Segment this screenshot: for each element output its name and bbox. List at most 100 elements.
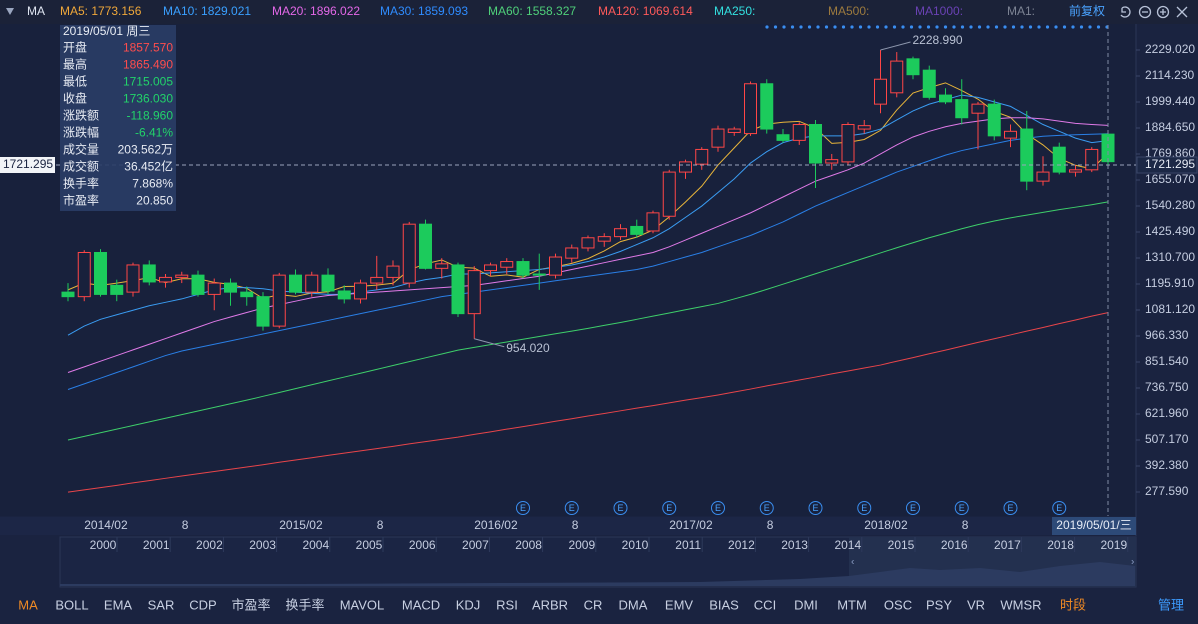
indicator-tab[interactable]: KDJ [456, 597, 481, 612]
event-marker[interactable] [1052, 501, 1067, 515]
dot [1062, 25, 1067, 29]
indicator-tab[interactable]: 时段 [1060, 597, 1086, 612]
event-marker[interactable] [662, 501, 677, 515]
close-icon[interactable] [1176, 6, 1188, 18]
zoom-in-icon[interactable] [1156, 5, 1170, 19]
toolbar-icons [1120, 5, 1188, 19]
indicator-tab[interactable]: SAR [148, 597, 175, 612]
dot [1045, 25, 1050, 29]
event-marker[interactable] [906, 501, 920, 515]
zoom-out-icon[interactable] [1138, 5, 1152, 19]
dot [935, 25, 939, 29]
indicator-tab[interactable]: CCI [754, 597, 776, 612]
min-label: 954.020 [506, 341, 550, 355]
info-label: 收盘 [63, 91, 87, 106]
menu-arrow[interactable] [6, 8, 14, 15]
indicator-tab[interactable]: DMI [794, 597, 818, 612]
navigator-year: 2018 [1047, 538, 1074, 552]
dot [969, 25, 973, 29]
x-tick-label: 2018/02 [864, 518, 908, 532]
x-tick-label: 8 [377, 518, 384, 532]
candle-body [841, 124, 855, 163]
navigator-handle[interactable]: › [1131, 557, 1134, 568]
candle-body [94, 251, 107, 295]
candle-body [370, 276, 384, 284]
event-marker[interactable] [759, 501, 774, 515]
x-tick-label: 8 [767, 518, 774, 532]
dot [1003, 25, 1007, 29]
y-tick-label: 1655.070 [1145, 172, 1195, 186]
indicator-tab[interactable]: EMV [665, 597, 694, 612]
info-value: 1715.005 [123, 75, 173, 89]
indicator-tab[interactable]: RSI [496, 597, 518, 612]
candle-body [695, 148, 709, 165]
candle-body [500, 261, 514, 268]
candle-body [142, 264, 156, 283]
event-marker[interactable] [1003, 501, 1018, 515]
indicator-tab[interactable]: OSC [884, 597, 912, 612]
candle-body [939, 94, 952, 103]
event-marker[interactable] [808, 501, 823, 515]
event-marker[interactable] [954, 501, 969, 515]
legend-entry: MA1: [1007, 4, 1035, 18]
candle-body [744, 83, 757, 135]
candle-body [874, 78, 887, 105]
event-label: E [764, 503, 770, 513]
reset-icon[interactable] [1120, 6, 1131, 18]
candle-body [321, 274, 335, 292]
event-label: E [715, 503, 721, 513]
ma-line [67, 94, 1109, 336]
candle-body [516, 261, 530, 276]
info-value: 1736.030 [123, 92, 173, 106]
manage-tab[interactable]: 管理 [1158, 597, 1184, 612]
event-marker[interactable] [613, 501, 628, 515]
indicator-tab[interactable]: MAVOL [340, 597, 385, 612]
indicator-tab[interactable]: BIAS [709, 597, 739, 612]
indicator-tab[interactable]: DMA [619, 597, 648, 612]
candle-body [711, 128, 725, 148]
candle-body [614, 228, 627, 238]
x-tick-label: 8 [182, 518, 189, 532]
event-marker[interactable] [857, 501, 872, 515]
y-tick-label: 1081.120 [1145, 302, 1195, 316]
indicator-tab[interactable]: MACD [402, 597, 440, 612]
indicator-tab[interactable]: WMSR [1000, 597, 1041, 612]
dot [858, 25, 863, 29]
candle-body [305, 274, 319, 293]
dot [1020, 25, 1024, 29]
indicator-tab[interactable]: 市盈率 [231, 597, 270, 612]
candle-body [272, 274, 286, 327]
event-label: E [569, 503, 575, 513]
info-label: 成交量 [63, 142, 99, 157]
adjust-button[interactable]: 前复权 [1069, 3, 1105, 18]
dot [807, 25, 812, 29]
y-tick-label: 392.380 [1145, 458, 1189, 472]
event-marker[interactable] [711, 501, 725, 515]
candle-body [61, 291, 75, 298]
dot [1011, 25, 1016, 29]
indicator-tab[interactable]: EMA [104, 597, 133, 612]
dot [892, 25, 897, 29]
indicator-tab[interactable]: MTM [837, 597, 867, 612]
event-marker[interactable] [516, 501, 530, 515]
info-value: 203.562万 [118, 143, 173, 157]
indicator-tab[interactable]: ARBR [532, 597, 568, 612]
dot [926, 25, 931, 29]
indicator-tab[interactable]: PSY [926, 597, 952, 612]
indicator-tab[interactable]: 换手率 [285, 597, 324, 612]
navigator-year: 2004 [302, 538, 329, 552]
candle-body [354, 282, 367, 300]
dot [1037, 25, 1041, 29]
legend-entry: MA10: 1829.021 [163, 4, 251, 18]
indicator-tab[interactable]: CDP [189, 597, 216, 612]
y-tick-label: 1310.700 [1145, 250, 1195, 264]
indicator-tab[interactable]: MA [18, 597, 38, 612]
candle-body [581, 237, 595, 249]
indicator-tab[interactable]: BOLL [55, 597, 88, 612]
ma-line [67, 117, 1109, 374]
event-marker[interactable] [564, 501, 579, 515]
candle-body [1036, 171, 1050, 182]
indicator-tab[interactable]: CR [584, 597, 603, 612]
navigator-handle[interactable]: ‹ [851, 557, 854, 568]
indicator-tab[interactable]: VR [967, 597, 985, 612]
